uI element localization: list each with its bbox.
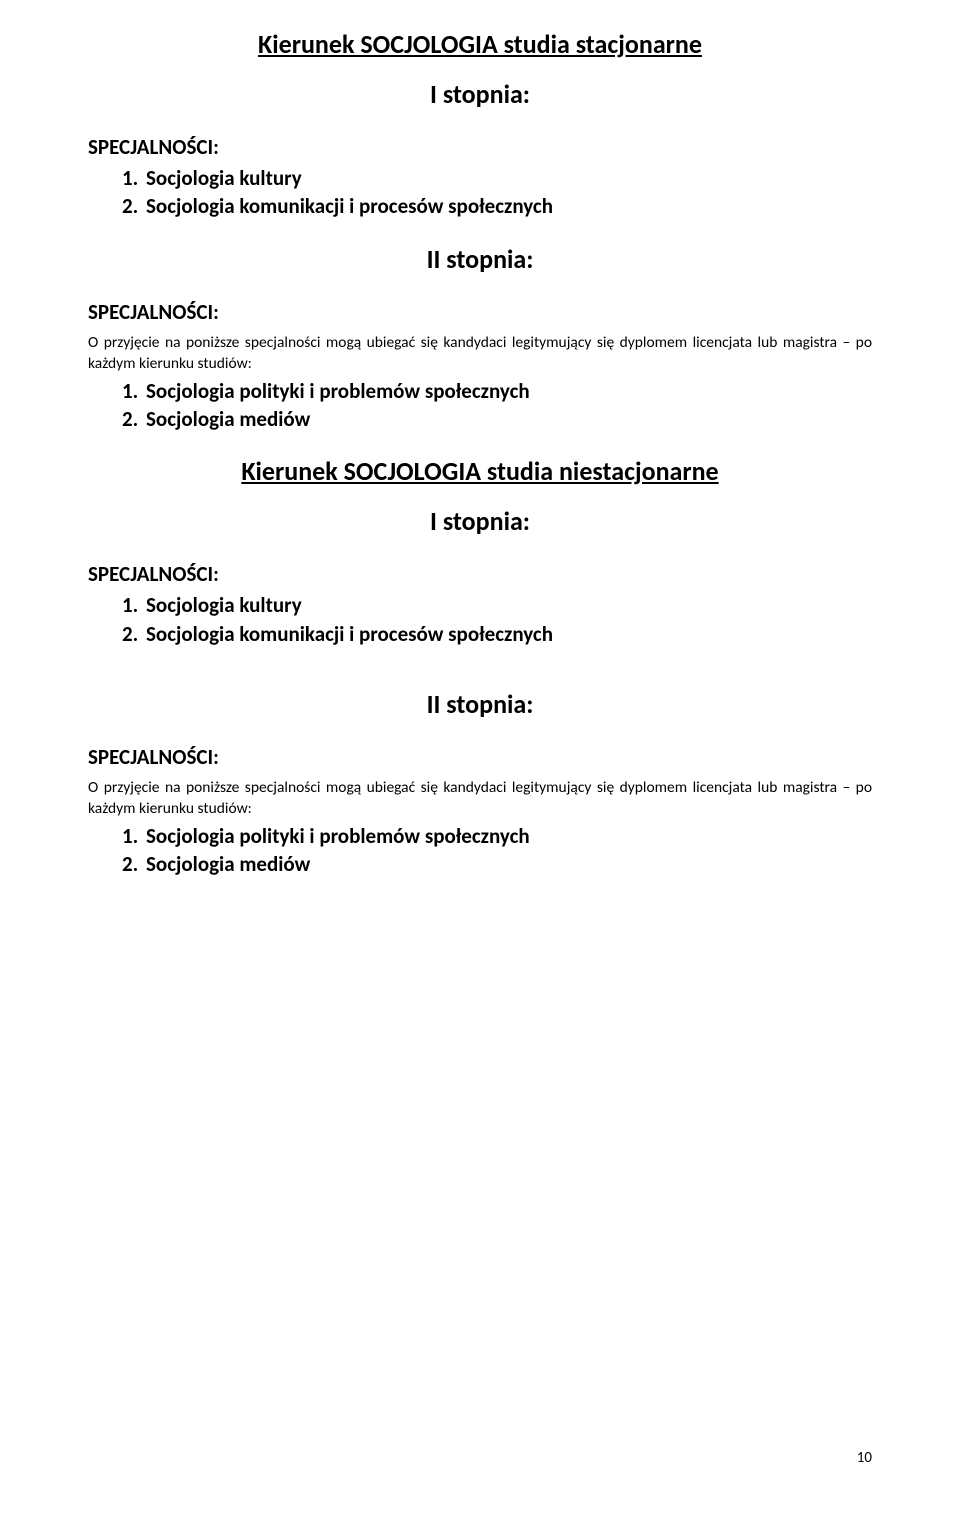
list-text: Socjologia kultury xyxy=(146,591,302,619)
list-item: 2. Socjologia mediów xyxy=(88,405,872,433)
list-num: 1. xyxy=(122,822,146,850)
list-text: Socjologia komunikacji i procesów społec… xyxy=(146,620,553,648)
spec-label: SPECJALNOŚCI: xyxy=(88,744,872,770)
list-text: Socjologia mediów xyxy=(146,850,310,878)
list-text: Socjologia polityki i problemów społeczn… xyxy=(146,377,530,405)
list-num: 1. xyxy=(122,591,146,619)
list-num: 1. xyxy=(122,164,146,192)
list-item: 1. Socjologia polityki i problemów społe… xyxy=(88,377,872,405)
list-text: Socjologia polityki i problemów społeczn… xyxy=(146,822,530,850)
list-text: Socjologia komunikacji i procesów społec… xyxy=(146,192,553,220)
note-text: O przyjęcie na poniższe specjalności mog… xyxy=(88,778,872,820)
page-number: 10 xyxy=(857,1449,872,1467)
level-heading: I stopnia: xyxy=(88,505,872,537)
list-item: 1. Socjologia kultury xyxy=(88,164,872,192)
section-title: Kierunek SOCJOLOGIA studia niestacjonarn… xyxy=(88,455,872,487)
level-heading: I stopnia: xyxy=(88,78,872,110)
list-num: 1. xyxy=(122,377,146,405)
level-heading: II stopnia: xyxy=(88,243,872,275)
spec-label: SPECJALNOŚCI: xyxy=(88,299,872,325)
list-item: 1. Socjologia kultury xyxy=(88,591,872,619)
list-item: 2. Socjologia komunikacji i procesów spo… xyxy=(88,620,872,648)
list-item: 2. Socjologia komunikacji i procesów spo… xyxy=(88,192,872,220)
list-num: 2. xyxy=(122,620,146,648)
list-text: Socjologia kultury xyxy=(146,164,302,192)
list-num: 2. xyxy=(122,850,146,878)
level-heading: II stopnia: xyxy=(88,688,872,720)
list-text: Socjologia mediów xyxy=(146,405,310,433)
spec-label: SPECJALNOŚCI: xyxy=(88,134,872,160)
spec-label: SPECJALNOŚCI: xyxy=(88,561,872,587)
list-num: 2. xyxy=(122,405,146,433)
list-num: 2. xyxy=(122,192,146,220)
note-text: O przyjęcie na poniższe specjalności mog… xyxy=(88,333,872,375)
list-item: 2. Socjologia mediów xyxy=(88,850,872,878)
section-title: Kierunek SOCJOLOGIA studia stacjonarne xyxy=(88,28,872,60)
list-item: 1. Socjologia polityki i problemów społe… xyxy=(88,822,872,850)
